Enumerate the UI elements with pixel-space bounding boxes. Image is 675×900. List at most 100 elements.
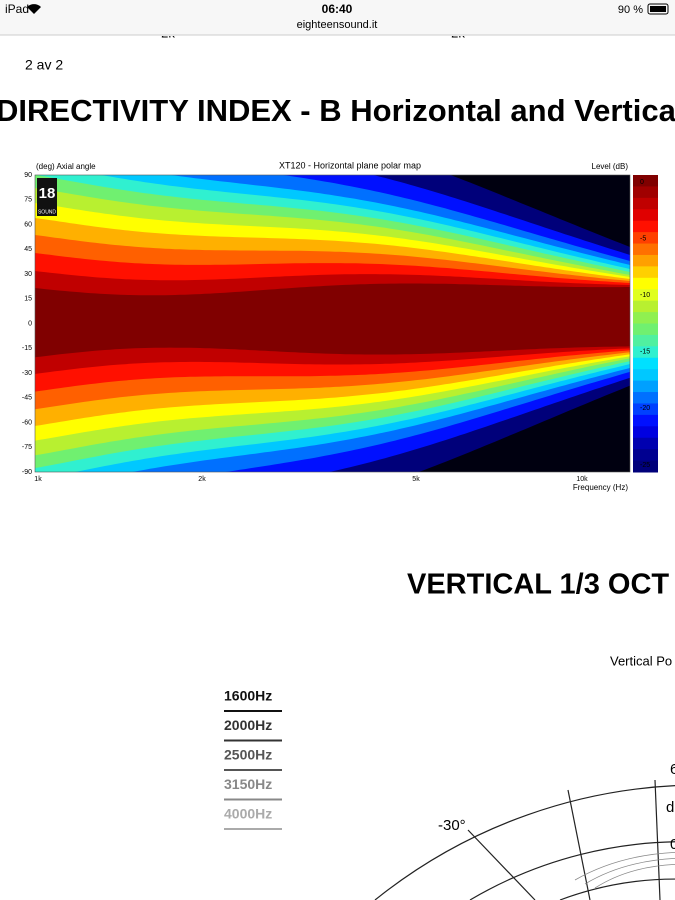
document: 2k 2k 2 av 2 DIRECTIVITY INDEX - B Horiz… [0, 25, 675, 900]
polar-grid [374, 779, 675, 900]
polar-arc [374, 785, 675, 900]
legend-label: 2000Hz [224, 717, 272, 733]
angle-label: -30° [438, 817, 466, 834]
colorbar-step [633, 346, 658, 359]
vertical-polar: Vertical Po 1600Hz 2000Hz 2500Hz 3150Hz 4000… [224, 653, 675, 900]
edge-label: d [666, 799, 674, 816]
y-tick-label: -60 [22, 419, 32, 426]
logo-number: 18 [39, 185, 56, 202]
clock: 06:40 [322, 2, 353, 16]
heatmap [35, 175, 630, 472]
heatmap-band [35, 283, 630, 358]
legend-label: 3150Hz [224, 776, 272, 792]
polar-arc [469, 841, 675, 900]
edge-label: 6 [670, 761, 675, 778]
colorbar-step [633, 403, 658, 416]
fragment-label: 2k [451, 25, 465, 40]
level-label: Level (dB) [592, 162, 629, 171]
polar-trace [594, 864, 675, 889]
y-tick-label: 15 [24, 296, 32, 303]
polar-radial [654, 779, 661, 900]
y-tick-label: 0 [28, 320, 32, 327]
status-bar-bg [0, 0, 675, 35]
legend: 1600Hz 2000Hz 2500Hz 3150Hz 4000Hz [224, 688, 282, 830]
colorbar-step [633, 209, 658, 222]
logo-bg [37, 178, 57, 216]
colorbar-step [633, 380, 658, 393]
status-bar: iPad 06:40 eighteensound.it 90 % [0, 0, 675, 36]
y-tick-label: 45 [24, 246, 32, 253]
x-tick-label: 2k [198, 476, 206, 483]
battery-level [650, 6, 666, 12]
y-tick-label: -45 [22, 395, 32, 402]
y-tick-label: 30 [24, 271, 32, 278]
colorbar-step [633, 323, 658, 336]
polar-radial [467, 829, 536, 900]
colorbar-step [633, 392, 658, 404]
polar-trace [574, 852, 675, 881]
colorbar-step [633, 277, 658, 290]
colorbar-step [633, 289, 658, 302]
plot-frame [34, 174, 631, 473]
colorbar-step [633, 357, 658, 370]
colorbar-step [633, 266, 658, 279]
x-tick-label: 10k [576, 476, 588, 483]
y-tick-label: 90 [24, 172, 32, 179]
colorbar-step [633, 426, 658, 439]
y-tick-label: 75 [24, 197, 32, 204]
colorbar-step [633, 220, 658, 233]
colorbar-step [633, 449, 658, 462]
legend-label: 4000Hz [224, 806, 272, 822]
colorbar-step [633, 414, 658, 427]
level-tick-label: -10 [640, 292, 650, 299]
level-tick-label: -15 [640, 349, 650, 356]
level-tick-label: 0 [640, 179, 644, 186]
colorbar-step [633, 254, 658, 267]
colorbar-step [633, 175, 658, 187]
polar-traces [574, 852, 675, 889]
wifi-icon [27, 4, 41, 14]
x-label: Frequency (Hz) [573, 483, 628, 492]
logo: 18 SOUND [37, 178, 57, 216]
colorbar-step [633, 186, 658, 199]
heading: VERTICAL 1/3 OCT [407, 569, 669, 601]
colorbar-step [633, 437, 658, 450]
colorbar: 0 -5 -10 -15 -20 -25 [633, 175, 658, 473]
fragment-label: 2k [161, 25, 175, 40]
colorbar-step [633, 369, 658, 382]
map-title: XT120 - Horizontal plane polar map [279, 160, 421, 170]
level-tick-label: -20 [640, 405, 650, 412]
legend-label: 1600Hz [224, 688, 272, 704]
level-tick-label: -25 [640, 462, 650, 469]
colorbar-step [633, 232, 658, 245]
y-tick-label: -15 [22, 345, 32, 352]
level-tick-label: -5 [640, 235, 646, 242]
y-tick-label: -75 [22, 444, 32, 451]
battery-percent: 90 % [618, 4, 643, 16]
logo-brand: SOUND [38, 209, 56, 215]
heading: DIRECTIVITY INDEX - B Horizontal and Ver… [0, 93, 675, 128]
colorbar-step [633, 460, 658, 473]
y-label: (deg) Axial angle [36, 162, 96, 171]
colorbar-step [633, 197, 658, 210]
y-tick-label: 60 [24, 221, 32, 228]
polar-radial [567, 789, 591, 900]
polar-arc [559, 878, 675, 900]
x-tick-label: 1k [34, 476, 42, 483]
colorbar-step [633, 300, 658, 313]
legend-label: 2500Hz [224, 747, 272, 763]
device-name: iPad [5, 2, 29, 16]
colorbar-step [633, 312, 658, 324]
x-tick-label: 5k [412, 476, 420, 483]
battery-icon [647, 3, 669, 15]
polar-map: (deg) Axial angle XT120 - Horizontal pla… [22, 160, 658, 492]
y-tick-label: -30 [22, 370, 32, 377]
page-indicator: 2 av 2 [25, 57, 63, 73]
polar-title: Vertical Po [610, 653, 672, 668]
edge-label: 0 [670, 836, 675, 853]
url[interactable]: eighteensound.it [297, 19, 378, 31]
colorbar-step [633, 334, 658, 347]
polar-trace [584, 858, 675, 885]
